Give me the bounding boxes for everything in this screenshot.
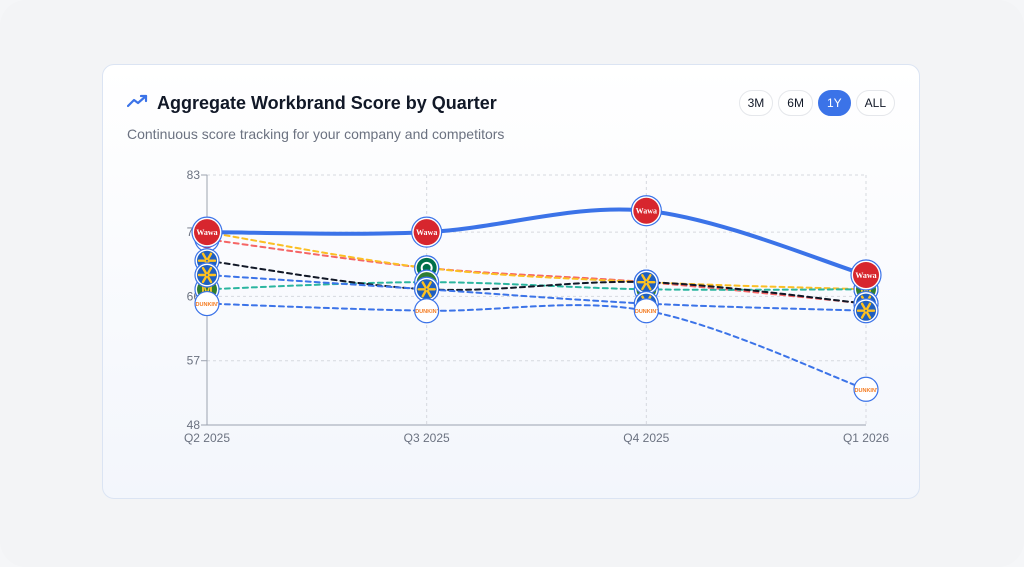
svg-text:DUNKIN’: DUNKIN’ xyxy=(415,309,438,315)
data-point-wawa[interactable]: Wawa xyxy=(411,216,443,248)
range-6m-button[interactable]: 6M xyxy=(778,90,813,116)
data-point-dunkin[interactable]: DUNKIN’ xyxy=(414,298,440,324)
data-point-wawa[interactable]: Wawa xyxy=(191,216,223,248)
series-line-wawa xyxy=(205,207,868,277)
data-point-wawa[interactable]: Wawa xyxy=(850,259,882,291)
data-point-dunkin[interactable]: DUNKIN’ xyxy=(633,298,659,324)
x-tick-label: Q4 2025 xyxy=(623,431,669,445)
x-tick-label: Q2 2025 xyxy=(184,431,230,445)
data-point-dunkin[interactable]: DUNKIN’ xyxy=(194,290,220,317)
y-tick-label: 48 xyxy=(187,418,201,432)
range-selector: 3M 6M 1Y ALL xyxy=(738,90,895,116)
series-line-dunkin xyxy=(206,302,867,391)
svg-text:Wawa: Wawa xyxy=(855,271,876,280)
data-point-walmart[interactable] xyxy=(194,262,220,288)
data-point-wawa[interactable]: Wawa xyxy=(630,195,662,227)
card-header: Aggregate Workbrand Score by Quarter xyxy=(126,93,497,114)
svg-text:DUNKIN’: DUNKIN’ xyxy=(635,309,658,315)
data-point-walmart[interactable] xyxy=(414,276,440,302)
series-line-walmart xyxy=(206,274,867,312)
svg-text:DUNKIN’: DUNKIN’ xyxy=(855,388,878,394)
data-point-dunkin[interactable]: DUNKIN’ xyxy=(853,376,879,402)
series-line-mcdonalds xyxy=(206,281,867,291)
svg-text:Wawa: Wawa xyxy=(416,228,437,237)
y-tick-label: 83 xyxy=(187,168,201,182)
series-line-starbucks xyxy=(206,231,867,291)
svg-text:DUNKIN’: DUNKIN’ xyxy=(196,302,219,308)
y-tick-label: 57 xyxy=(187,354,201,368)
data-point-walmart[interactable] xyxy=(853,298,879,324)
score-chart-card: Aggregate Workbrand Score by Quarter Con… xyxy=(102,64,920,499)
chart-subtitle: Continuous score tracking for your compa… xyxy=(127,126,505,142)
svg-text:M: M xyxy=(201,281,213,297)
chart-title: Aggregate Workbrand Score by Quarter xyxy=(157,93,497,113)
x-tick-label: Q1 2026 xyxy=(843,431,889,445)
data-point-walmart[interactable] xyxy=(633,269,659,295)
range-1y-button[interactable]: 1Y xyxy=(817,90,851,116)
svg-text:Wawa: Wawa xyxy=(636,207,657,216)
svg-text:Wawa: Wawa xyxy=(196,228,217,237)
trending-up-icon xyxy=(126,93,149,114)
range-3m-button[interactable]: 3M xyxy=(738,90,774,116)
range-all-button[interactable]: ALL xyxy=(855,90,895,116)
x-tick-label: Q3 2025 xyxy=(404,431,450,445)
